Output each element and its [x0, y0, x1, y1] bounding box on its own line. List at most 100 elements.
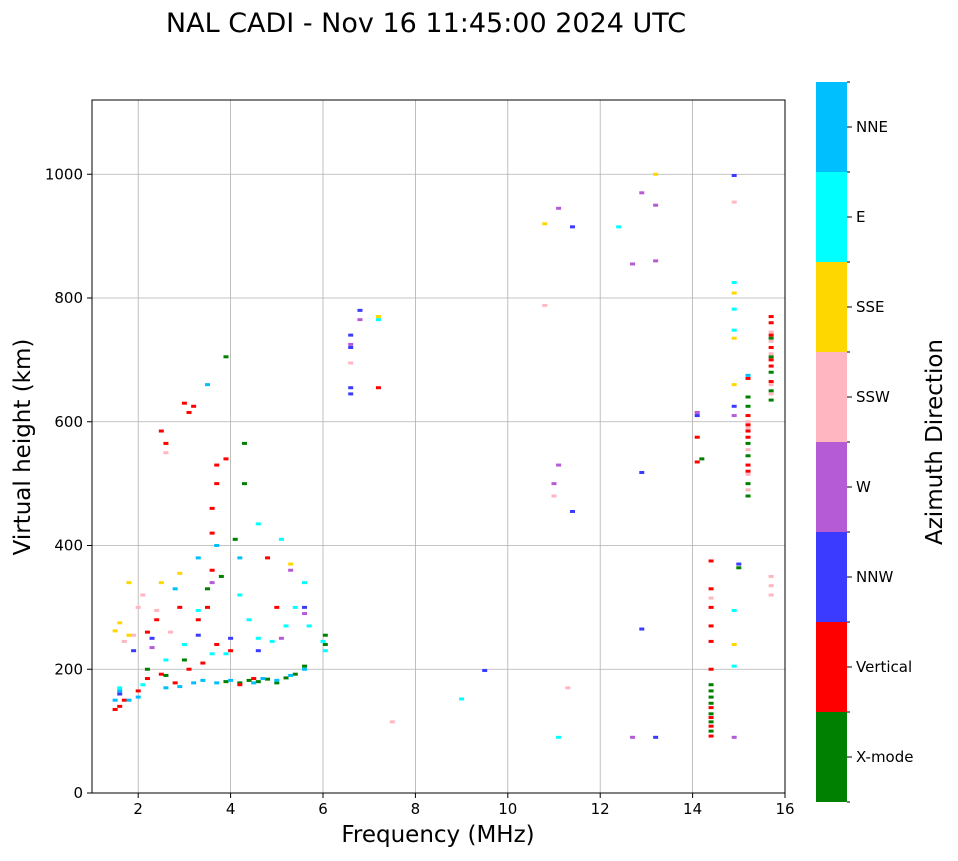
colorbar-segment	[816, 262, 847, 352]
data-point	[708, 689, 714, 693]
data-point	[209, 581, 215, 585]
data-point	[768, 392, 774, 396]
x-tick-label: 6	[318, 800, 328, 818]
data-point	[126, 581, 132, 585]
data-point	[745, 463, 751, 467]
data-point	[768, 315, 774, 319]
data-point	[223, 652, 229, 656]
data-point	[274, 681, 280, 685]
data-point	[653, 203, 659, 207]
data-point	[135, 689, 141, 693]
data-point	[209, 531, 215, 535]
data-point	[745, 494, 751, 498]
data-point	[209, 568, 215, 572]
data-point	[214, 482, 220, 486]
data-point	[177, 605, 183, 609]
x-tick-label: 10	[498, 800, 517, 818]
colorbar-tick-label: NNE	[856, 118, 888, 136]
data-point	[163, 686, 169, 690]
data-point	[375, 315, 381, 319]
data-point	[745, 469, 751, 473]
data-point	[200, 661, 206, 665]
colorbar-tick-label: Vertical	[856, 658, 912, 676]
data-point	[348, 333, 354, 337]
data-point	[768, 380, 774, 384]
data-point	[158, 429, 164, 433]
data-point	[708, 724, 714, 728]
data-point	[302, 581, 308, 585]
data-point	[630, 262, 636, 266]
data-point	[745, 441, 751, 445]
data-point	[639, 470, 645, 474]
x-axis-ticks: 2 4 6 8 10 12 14 16	[133, 793, 795, 818]
data-point	[708, 667, 714, 671]
data-point	[768, 383, 774, 387]
data-point	[186, 667, 192, 671]
data-point	[348, 386, 354, 390]
y-tick-label: 400	[54, 537, 83, 555]
data-point	[306, 624, 312, 628]
x-tick-label: 14	[683, 800, 702, 818]
y-tick-label: 800	[54, 289, 83, 307]
data-point	[745, 429, 751, 433]
data-point	[375, 386, 381, 390]
plot-points	[112, 172, 774, 739]
x-tick-label: 12	[591, 800, 610, 818]
colorbar: X-mode Vertical NNW W SSW SSE E NNE	[816, 81, 913, 803]
data-point	[246, 618, 252, 622]
data-point	[265, 556, 271, 560]
data-point	[269, 639, 275, 643]
data-point	[731, 328, 737, 332]
data-point	[357, 318, 363, 322]
data-point	[283, 676, 289, 680]
colorbar-tick-label: NNW	[856, 568, 893, 586]
y-tick-label: 1000	[45, 165, 83, 183]
data-point	[768, 330, 774, 334]
series-vertical	[112, 315, 774, 738]
data-point	[459, 697, 465, 701]
data-point	[731, 404, 737, 408]
data-point	[569, 225, 575, 229]
data-point	[551, 494, 557, 498]
data-point	[205, 605, 210, 609]
data-point	[768, 339, 774, 343]
chart-title: NAL CADI - Nov 16 11:45:00 2024 UTC	[166, 8, 686, 39]
data-point	[694, 410, 700, 414]
data-point	[223, 457, 229, 461]
data-point	[163, 451, 169, 455]
data-point	[288, 562, 294, 566]
data-point	[542, 303, 548, 307]
data-point	[232, 537, 238, 541]
data-point	[251, 681, 257, 685]
data-point	[357, 308, 363, 312]
data-point	[302, 612, 308, 616]
data-point	[237, 683, 243, 687]
data-point	[158, 672, 164, 676]
data-point	[768, 389, 774, 393]
data-point	[223, 355, 229, 359]
data-point	[768, 584, 774, 588]
data-point	[278, 537, 284, 541]
data-point	[375, 318, 381, 322]
data-point	[708, 706, 714, 710]
y-tick-label: 200	[54, 660, 83, 678]
data-point	[745, 373, 751, 377]
data-point	[731, 291, 737, 295]
colorbar-tick-label: X-mode	[856, 748, 913, 766]
data-point	[195, 633, 201, 637]
y-axis-label: Virtual height (km)	[10, 339, 36, 556]
data-point	[218, 574, 224, 578]
data-point	[745, 423, 751, 427]
colorbar-tick-label: SSE	[856, 298, 885, 316]
data-point	[117, 689, 123, 693]
data-point	[320, 639, 326, 643]
data-point	[274, 678, 280, 682]
colorbar-segment	[816, 352, 847, 442]
data-point	[745, 488, 751, 492]
data-point	[117, 686, 123, 690]
data-point	[556, 463, 562, 467]
data-point	[745, 414, 751, 418]
data-point	[745, 482, 751, 486]
data-point	[768, 346, 774, 349]
